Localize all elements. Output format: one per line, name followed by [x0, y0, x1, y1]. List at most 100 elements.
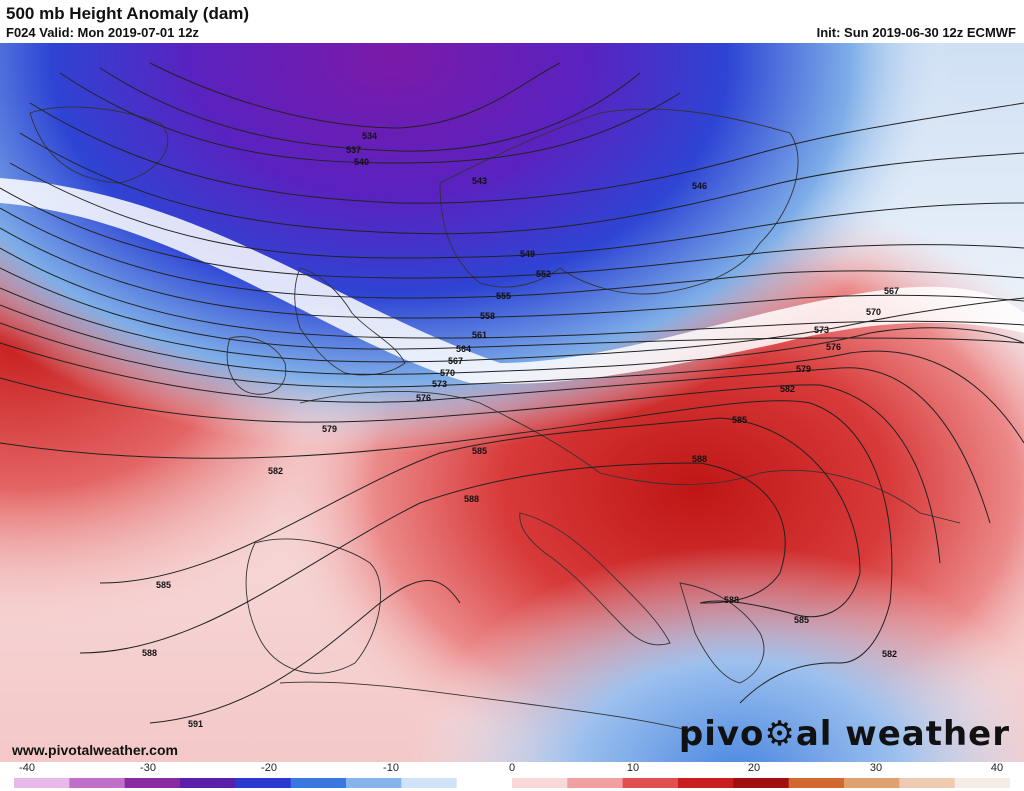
contour-576	[0, 342, 991, 524]
label-579b: 579	[322, 424, 337, 434]
contour-591	[149, 580, 461, 724]
colorbar-swatch	[124, 778, 181, 788]
contour-582	[0, 400, 893, 704]
tick-label: -30	[140, 762, 156, 774]
italy-outline	[519, 512, 671, 646]
label-555: 555	[496, 291, 511, 301]
contour-579	[0, 377, 941, 564]
label-585c: 585	[156, 580, 171, 590]
label-543: 543	[472, 176, 487, 186]
label-573b: 573	[432, 379, 447, 389]
label-570: 570	[866, 307, 881, 317]
label-540: 540	[354, 157, 369, 167]
label-564: 564	[456, 344, 471, 354]
iberia-outline	[245, 538, 382, 674]
label-549: 549	[520, 249, 535, 259]
label-567b: 567	[448, 356, 463, 366]
label-585: 585	[732, 415, 747, 425]
label-582b: 582	[268, 466, 283, 476]
label-582c: 582	[882, 649, 897, 659]
label-546: 546	[692, 181, 707, 191]
contour-537	[99, 67, 641, 152]
contour-585	[99, 417, 861, 618]
colorbar-tick-labels: -40 -30 -20 -10 0 10 20 30 40	[0, 762, 1024, 776]
contour-573	[0, 322, 1024, 444]
iceland-outline	[29, 106, 169, 184]
label-579: 579	[796, 364, 811, 374]
label-576: 576	[826, 342, 841, 352]
tick-label: -20	[261, 762, 277, 774]
contour-543	[29, 102, 1024, 204]
contour-552	[0, 187, 1024, 279]
tick-label: 0	[508, 762, 516, 774]
colorbar-swatch	[290, 778, 347, 788]
label-573: 573	[814, 325, 829, 335]
label-558: 558	[480, 311, 495, 321]
contour-558	[0, 227, 1024, 319]
colorbar-swatch	[899, 778, 956, 788]
britain-outline	[294, 267, 406, 376]
height-contours	[0, 62, 1024, 724]
label-582: 582	[780, 384, 795, 394]
colorbar-swatch	[456, 778, 513, 788]
tick-label: 20	[747, 762, 761, 774]
map-header: 500 mb Height Anomaly (dam) F024 Valid: …	[0, 0, 1024, 44]
colorbar-swatch	[567, 778, 624, 788]
tick-label: -40	[19, 762, 35, 774]
label-588b: 588	[464, 494, 479, 504]
mediterranean-anomaly	[0, 43, 1024, 762]
label-588: 588	[692, 454, 707, 464]
label-585b: 585	[472, 446, 487, 456]
map-title: 500 mb Height Anomaly (dam)	[6, 4, 250, 23]
tick-label: 10	[626, 762, 640, 774]
north-africa-coast	[279, 681, 701, 734]
tick-label: 30	[869, 762, 883, 774]
website-url[interactable]: www.pivotalweather.com	[12, 742, 178, 758]
coastlines	[29, 106, 961, 734]
valid-time: F024 Valid: Mon 2019-07-01 12z	[6, 25, 199, 40]
colorbar-swatch	[180, 778, 236, 788]
label-591: 591	[188, 719, 203, 729]
contour-549	[9, 162, 1024, 259]
contour-540	[59, 72, 681, 164]
colorbar-swatch	[512, 778, 568, 788]
label-588c: 588	[142, 648, 157, 658]
tick-label: 40	[990, 762, 1004, 774]
colorbar-swatch	[69, 778, 126, 788]
contour-546	[19, 132, 1024, 235]
tick-label: -10	[383, 762, 399, 774]
contour-555	[0, 207, 1024, 299]
colorbar-swatch	[844, 778, 900, 788]
colorbar-swatch	[678, 778, 734, 788]
contour-570	[0, 304, 1024, 375]
colorbar-swatch	[788, 778, 845, 788]
ireland-outline	[226, 336, 287, 395]
continent-coast	[299, 391, 961, 524]
colorbar-swatch	[622, 778, 679, 788]
height-anomaly-map: 534 537 540 543 546 549 552 555 558 561 …	[0, 43, 1024, 762]
label-534: 534	[362, 131, 377, 141]
label-585d: 585	[794, 615, 809, 625]
label-570b: 570	[440, 368, 455, 378]
colorbar-swatch	[235, 778, 292, 788]
contour-561	[0, 247, 1024, 339]
label-576b: 576	[416, 393, 431, 403]
colorbar-swatch	[14, 778, 70, 788]
label-537: 537	[346, 145, 361, 155]
gear-icon: ⚙	[764, 714, 796, 754]
contour-534	[149, 62, 561, 129]
contour-588	[79, 462, 786, 654]
contour-labels: 534 537 540 543 546 549 552 555 558 561 …	[142, 131, 899, 729]
zero-anomaly-band	[0, 178, 1024, 384]
colorbar-swatch	[346, 778, 402, 788]
balkans-outline	[679, 582, 765, 684]
label-567: 567	[884, 286, 899, 296]
colorbar-swatch	[401, 778, 458, 788]
label-552: 552	[536, 269, 551, 279]
pivotal-weather-logo: pivo⚙al weather	[678, 714, 1010, 754]
colorbar-swatch	[733, 778, 790, 788]
contour-564	[0, 267, 1024, 350]
colorbar-swatch	[954, 778, 1010, 788]
label-561: 561	[472, 330, 487, 340]
contour-567	[0, 287, 1024, 363]
